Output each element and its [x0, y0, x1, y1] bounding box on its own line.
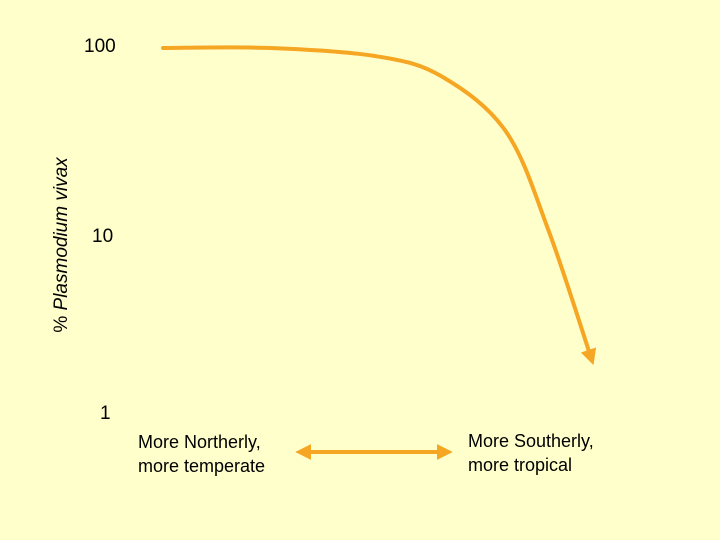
y-tick-label: 1	[100, 403, 111, 424]
x-axis-label-right-line1: More Southerly,	[468, 431, 594, 451]
y-tick-label: 100	[84, 36, 116, 57]
x-axis-label-right: More Southerly, more tropical	[468, 429, 594, 477]
x-axis-label-left-line2: more temperate	[138, 456, 266, 476]
y-tick-label: 10	[92, 226, 114, 247]
x-axis-label-left: More Northerly, more temperate	[138, 430, 265, 478]
x-axis-label-right-line2: more tropical	[468, 455, 573, 475]
trend-curve-arrow	[161, 45, 597, 366]
x-axis-label-left-line1: More Northerly,	[138, 432, 261, 452]
